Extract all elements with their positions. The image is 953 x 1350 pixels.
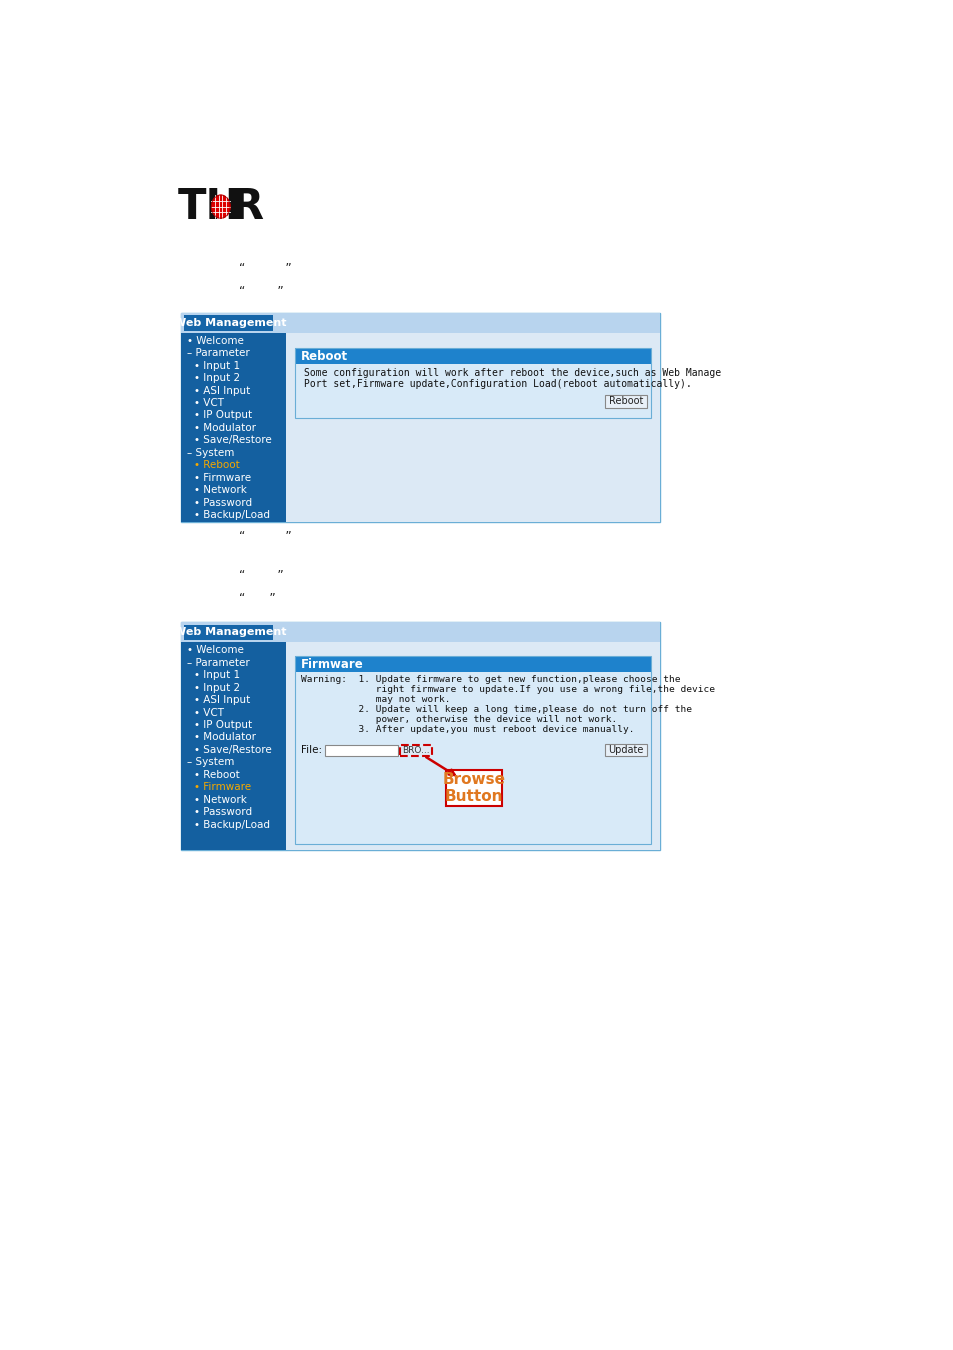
FancyBboxPatch shape (286, 643, 659, 849)
Text: • Save/Restore: • Save/Restore (193, 745, 271, 755)
Text: • Firmware: • Firmware (193, 783, 251, 792)
Text: • Backup/Load: • Backup/Load (193, 510, 270, 520)
Text: • Modulator: • Modulator (193, 733, 255, 743)
Text: • Welcome: • Welcome (187, 336, 244, 346)
Text: Reboot: Reboot (608, 397, 642, 406)
Text: Reboot: Reboot (301, 350, 348, 363)
Text: • ASI Input: • ASI Input (193, 695, 250, 705)
FancyBboxPatch shape (294, 672, 650, 844)
Text: 3. After update,you must reboot device manually.: 3. After update,you must reboot device m… (301, 725, 634, 734)
Text: 2. Update will keep a long time,please do not turn off the: 2. Update will keep a long time,please d… (301, 705, 692, 714)
Text: TH: TH (177, 186, 240, 228)
FancyBboxPatch shape (181, 622, 659, 643)
Text: Some configuration will work after reboot the device,such as Web Manage: Some configuration will work after reboo… (304, 369, 720, 378)
Text: Web Management: Web Management (174, 628, 287, 637)
Ellipse shape (212, 196, 230, 219)
Text: – Parameter: – Parameter (187, 348, 250, 358)
FancyBboxPatch shape (604, 744, 646, 756)
FancyBboxPatch shape (184, 316, 274, 331)
Text: • Input 1: • Input 1 (193, 360, 239, 371)
FancyBboxPatch shape (604, 396, 646, 408)
FancyBboxPatch shape (181, 313, 659, 522)
Text: • Welcome: • Welcome (187, 645, 244, 655)
Text: “          ”: “ ” (239, 531, 292, 544)
Text: Update: Update (608, 745, 643, 755)
Text: Firmware: Firmware (301, 657, 364, 671)
Text: • Network: • Network (193, 486, 246, 495)
Text: • Firmware: • Firmware (193, 472, 251, 483)
Text: • VCT: • VCT (193, 398, 223, 408)
Text: Warning:  1. Update firmware to get new function,please choose the: Warning: 1. Update firmware to get new f… (301, 675, 680, 684)
FancyBboxPatch shape (181, 333, 286, 522)
FancyBboxPatch shape (446, 771, 501, 806)
Text: – System: – System (187, 757, 234, 767)
Text: • Input 2: • Input 2 (193, 683, 239, 693)
Text: • Input 1: • Input 1 (193, 670, 239, 680)
FancyBboxPatch shape (324, 745, 397, 756)
Text: Port set,Firmware update,Configuration Load(reboot automatically).: Port set,Firmware update,Configuration L… (304, 379, 692, 389)
Text: • Password: • Password (193, 498, 252, 508)
Text: Web Management: Web Management (174, 319, 287, 328)
Text: Browse
Button: Browse Button (442, 772, 505, 805)
Text: BRO...: BRO... (402, 745, 430, 755)
FancyBboxPatch shape (181, 622, 659, 849)
FancyBboxPatch shape (399, 745, 432, 756)
Text: • Backup/Load: • Backup/Load (193, 819, 270, 830)
FancyBboxPatch shape (294, 348, 650, 363)
Text: – System: – System (187, 448, 234, 458)
Text: “      ”: “ ” (239, 593, 275, 605)
Text: “          ”: “ ” (239, 262, 292, 275)
Text: right firmware to update.If you use a wrong file,the device: right firmware to update.If you use a wr… (301, 684, 715, 694)
Text: – Parameter: – Parameter (187, 657, 250, 668)
Text: may not work.: may not work. (301, 695, 451, 703)
Text: • IP Output: • IP Output (193, 720, 252, 730)
Text: • ASI Input: • ASI Input (193, 386, 250, 396)
FancyBboxPatch shape (181, 643, 286, 849)
Text: • Password: • Password (193, 807, 252, 817)
Text: • Network: • Network (193, 795, 246, 805)
Text: • Reboot: • Reboot (193, 460, 239, 470)
Text: “        ”: “ ” (239, 568, 284, 582)
Text: • Reboot: • Reboot (193, 769, 239, 780)
Text: “        ”: “ ” (239, 285, 284, 298)
FancyBboxPatch shape (286, 333, 659, 522)
Text: • Modulator: • Modulator (193, 423, 255, 433)
Text: • IP Output: • IP Output (193, 410, 252, 420)
FancyBboxPatch shape (294, 656, 650, 672)
FancyBboxPatch shape (181, 313, 659, 333)
Text: • Save/Restore: • Save/Restore (193, 436, 271, 446)
Text: • Input 2: • Input 2 (193, 373, 239, 383)
Text: File:: File: (301, 745, 322, 755)
Text: R: R (231, 186, 263, 228)
FancyBboxPatch shape (184, 625, 274, 640)
FancyBboxPatch shape (294, 363, 650, 417)
Text: • VCT: • VCT (193, 707, 223, 718)
Text: power, otherwise the device will not work.: power, otherwise the device will not wor… (301, 716, 617, 724)
